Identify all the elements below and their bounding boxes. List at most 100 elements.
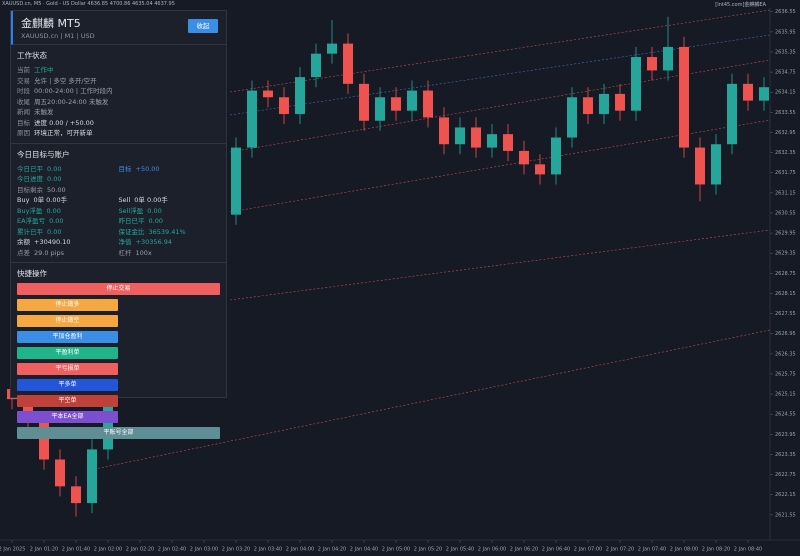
candle-body: [647, 57, 657, 71]
x-tick-label: 2 Jan 04:20: [318, 547, 346, 553]
account-label: 昨日已平: [118, 217, 145, 225]
y-tick-label: 2636.55: [775, 9, 796, 15]
y-tick-label: 2629.35: [775, 251, 796, 257]
candle-body: [439, 117, 449, 145]
status-label: 时段: [17, 87, 30, 95]
candle-body: [423, 90, 433, 118]
status-value: 允许 | 多空 多开/空开: [34, 76, 97, 85]
section-heading: 快捷操作: [17, 269, 47, 278]
account-label: 目标剩余: [17, 185, 43, 194]
candle-body: [567, 97, 577, 138]
candle-body: [231, 147, 241, 215]
candle-body: [503, 134, 513, 151]
account-label: Buy: [17, 196, 30, 204]
action-button[interactable]: 平加仓盈利: [17, 331, 118, 343]
action-button[interactable]: 平盈利单: [17, 347, 118, 359]
ea-panel: 金麒麟 MT5 XAUUSD.cn | M1 | USD 收起 工作状态 当前工…: [10, 10, 227, 439]
candle-body: [359, 83, 369, 121]
x-tick-label: 2 Jan 07:00: [574, 547, 602, 553]
account-label: Sell: [118, 196, 131, 204]
action-button[interactable]: 平多单: [17, 379, 118, 391]
account-row: Buy 0单 0.00手 Sell 0单 0.00手: [17, 195, 220, 206]
candle-body: [711, 144, 721, 185]
section-heading: 工作状态: [17, 51, 47, 60]
y-tick-label: 2622.75: [775, 472, 796, 478]
y-tick-label: 2632.35: [775, 150, 796, 156]
status-label: 原因: [17, 129, 30, 137]
x-tick-label: 2 Jan 08:40: [734, 547, 762, 553]
candle-body: [87, 449, 97, 504]
y-tick-label: 2626.95: [775, 331, 796, 337]
account-value: +50.00: [135, 164, 160, 173]
account-cell: 目标剩余 50.00: [17, 185, 120, 196]
account-value: 0单 0.00手: [134, 196, 168, 204]
account-value: 0.00: [47, 227, 62, 236]
candle-body: [599, 93, 609, 115]
candle-body: [295, 77, 305, 115]
y-tick-label: 2621.55: [775, 512, 796, 518]
account-row: EA浮盈亏 0.00 昨日已平 0.00: [17, 216, 220, 227]
brand: [Int45.com]金麒麟EA: [715, 2, 766, 8]
candle-body: [103, 372, 113, 450]
x-tick-label: 2 Jan 03:20: [222, 547, 250, 553]
x-tick-label: 2 Jan 07:20: [606, 547, 634, 553]
trend-line: [229, 34, 771, 116]
account-cell: 今日已平 0.00: [17, 164, 119, 175]
candle-body: [39, 422, 49, 460]
account-label: EA浮盈亏: [17, 217, 46, 225]
account-row: 今日进度 0.00: [17, 174, 220, 185]
account-value: 100x: [135, 248, 152, 257]
candle-body: [391, 97, 401, 111]
candle-body: [615, 93, 625, 111]
x-tick-label: 2 Jan 06:40: [542, 547, 570, 553]
y-tick-label: 2623.35: [775, 452, 796, 458]
candle-body: [247, 90, 257, 148]
status-row: 当前 工作中: [17, 65, 220, 76]
account-cell: Sell 0单 0.00手: [119, 195, 221, 206]
candle-body: [695, 147, 705, 185]
account-row: 目标剩余 50.00: [17, 185, 220, 196]
account-row: 今日已平 0.00 目标 +50.00: [17, 164, 220, 175]
actions-section: 快捷操作 停止交易停止做多停止做空平加仓盈利平盈利单平亏损单平多单平空单平本EA…: [11, 263, 226, 443]
x-tick-label: 2 Jan 03:00: [190, 547, 218, 553]
action-button[interactable]: 停止做空: [17, 315, 118, 327]
candle-body: [487, 134, 497, 148]
action-button[interactable]: 停止做多: [17, 299, 118, 311]
x-tick-label: 2 Jan 02:40: [158, 547, 186, 553]
account-cell: 杠杆 100x: [119, 248, 221, 259]
account-label: 累计已平: [17, 227, 43, 236]
status-value: 工作中: [34, 66, 54, 74]
account-cell: Buy浮盈 0.00: [17, 206, 119, 217]
account-label: 余额: [17, 238, 30, 246]
status-value: 环境正常，可开新单: [34, 129, 93, 137]
y-tick-label: 2634.15: [775, 90, 796, 96]
status-row: 新闻 未触发: [17, 107, 220, 118]
action-button[interactable]: 平亏损单: [17, 363, 118, 375]
account-row: Buy浮盈 0.00 Sell浮盈 0.00: [17, 206, 220, 217]
action-button[interactable]: 停止交易: [17, 283, 220, 295]
button-grid: 停止交易停止做多停止做空平加仓盈利平盈利单平亏损单平多单平空单平本EA全部平账号…: [17, 283, 220, 439]
candle-body: [263, 90, 273, 98]
collapse-button[interactable]: 收起: [188, 19, 218, 33]
symbol-info: XAUUSD.cn, M5 · Gold - US Dollar 4636.85…: [2, 1, 175, 7]
candle-body: [583, 97, 593, 115]
y-tick-label: 2627.55: [775, 311, 796, 317]
status-label: 当前: [17, 66, 30, 74]
candle-body: [759, 87, 769, 101]
y-tick-label: 2631.15: [775, 190, 796, 196]
account-label: Buy浮盈: [17, 206, 43, 215]
panel-title: 金麒麟 MT5: [21, 17, 81, 30]
x-tick-label: 2 Jan 05:00: [382, 547, 410, 553]
candle-body: [551, 137, 561, 175]
y-tick-label: 2632.95: [775, 130, 796, 136]
account-value: 0.00: [47, 164, 62, 173]
section-heading: 今日目标与账户: [17, 149, 70, 159]
candle-body: [311, 53, 321, 78]
action-button[interactable]: 平空单: [17, 395, 118, 407]
action-button[interactable]: 平账号全部: [17, 427, 220, 439]
account-row: 余额 +30490.10 净值 +30356.94: [17, 237, 220, 248]
status-section: 工作状态 当前 工作中 交易 允许 | 多空 多开/空开 时段 00:00-24:00 |…: [11, 45, 226, 144]
account-label: 净值: [118, 238, 132, 246]
action-button[interactable]: 平本EA全部: [17, 411, 118, 423]
y-tick-label: 2634.75: [775, 70, 796, 76]
